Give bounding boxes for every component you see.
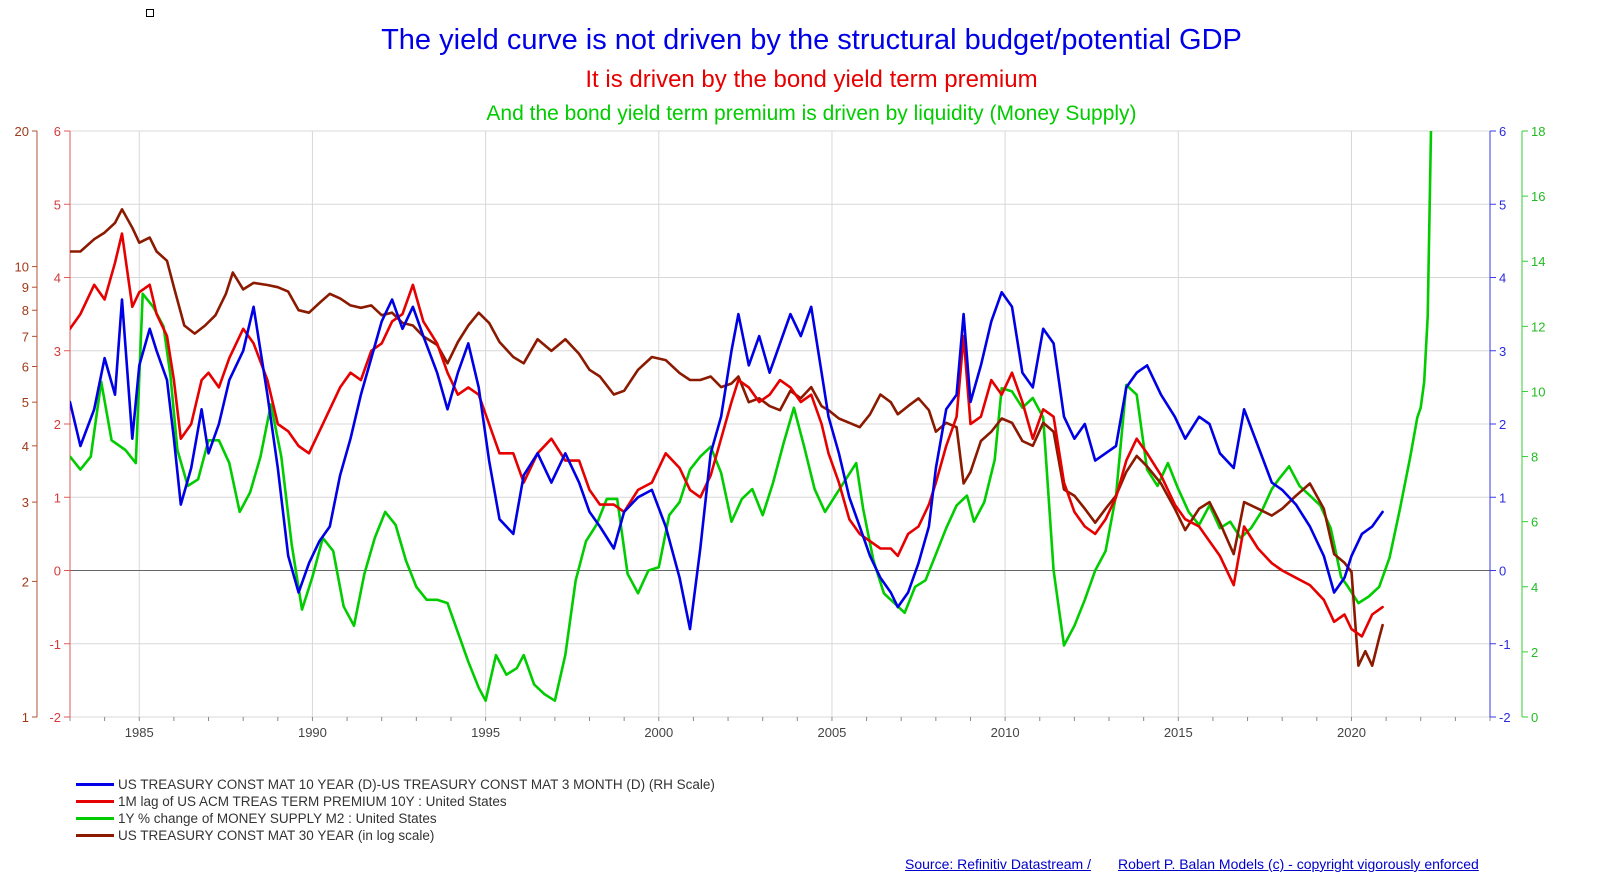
- left-outer-tick-label: 5: [22, 395, 29, 410]
- left-inner-tick-label: 5: [54, 197, 61, 212]
- right-outer-tick-label: 14: [1531, 254, 1545, 269]
- legend-item-term-premium[interactable]: 1M lag of US ACM TREAS TERM PREMIUM 10Y …: [76, 793, 715, 810]
- series-line-30y: [70, 208, 1384, 668]
- right-outer-tick-label: 2: [1531, 645, 1538, 660]
- right-outer-tick-label: 18: [1531, 124, 1545, 139]
- source-link-balan-models[interactable]: Robert P. Balan Models (c) - copyright v…: [1118, 856, 1479, 872]
- legend-item-30y[interactable]: US TREASURY CONST MAT 30 YEAR (in log sc…: [76, 827, 715, 844]
- legend-item-m2[interactable]: 1Y % change of MONEY SUPPLY M2 : United …: [76, 810, 715, 827]
- right-outer-tick-label: 10: [1531, 384, 1545, 399]
- right-inner-tick-label: 3: [1499, 344, 1506, 359]
- left-inner-tick-label: 6: [54, 124, 61, 139]
- right-outer-tick-label: 0: [1531, 710, 1538, 725]
- axes: 1985 1990 1995 2000 2005 2010 2015 2020-2-10123…: [15, 124, 1546, 740]
- x-tick-label: 2005: [817, 725, 846, 740]
- legend-swatch-blue: [76, 783, 114, 786]
- left-inner-tick-label: 4: [54, 271, 61, 286]
- legend: US TREASURY CONST MAT 10 YEAR (D)-US TRE…: [76, 776, 715, 844]
- chart-subtitle-term-premium: It is driven by the bond yield term prem…: [585, 66, 1038, 93]
- right-outer-tick-label: 6: [1531, 515, 1538, 530]
- left-outer-tick-label: 7: [22, 329, 29, 344]
- right-inner-tick-label: -2: [1499, 710, 1511, 725]
- right-outer-tick-label: 8: [1531, 450, 1538, 465]
- x-tick-label: 2010: [991, 725, 1020, 740]
- grid: [69, 130, 1491, 718]
- legend-swatch-green: [76, 817, 114, 820]
- left-inner-tick-label: -2: [49, 710, 61, 725]
- right-inner-tick-label: 6: [1499, 124, 1506, 139]
- left-inner-tick-label: 2: [54, 417, 61, 432]
- left-outer-tick-label: 2: [22, 574, 29, 589]
- left-outer-tick-label: 1: [22, 710, 29, 725]
- right-outer-tick-label: 12: [1531, 319, 1545, 334]
- legend-label-m2: 1Y % change of MONEY SUPPLY M2 : United …: [118, 811, 437, 826]
- x-tick-label: 2020: [1337, 725, 1366, 740]
- x-tick-label: 2015: [1164, 725, 1193, 740]
- x-tick-label: 1990: [298, 725, 327, 740]
- legend-label-30y: US TREASURY CONST MAT 30 YEAR (in log sc…: [118, 828, 435, 843]
- legend-swatch-red: [76, 800, 114, 803]
- series-line-spread: [70, 290, 1384, 631]
- right-inner-tick-label: 5: [1499, 197, 1506, 212]
- corner-square-icon: [146, 9, 154, 17]
- right-inner-tick-label: 1: [1499, 490, 1506, 505]
- right-inner-tick-label: -1: [1499, 637, 1511, 652]
- source-link-refinitiv[interactable]: Source: Refinitiv Datastream /: [905, 856, 1091, 872]
- right-inner-tick-label: 2: [1499, 417, 1506, 432]
- left-inner-tick-label: -1: [49, 637, 61, 652]
- left-outer-tick-label: 9: [22, 280, 29, 295]
- left-inner-tick-label: 1: [54, 490, 61, 505]
- legend-label-spread: US TREASURY CONST MAT 10 YEAR (D)-US TRE…: [118, 777, 715, 792]
- left-inner-tick-label: 0: [54, 564, 61, 579]
- chart-title: The yield curve is not driven by the str…: [381, 24, 1242, 56]
- right-outer-tick-label: 4: [1531, 580, 1538, 595]
- left-outer-tick-label: 4: [22, 439, 29, 454]
- chart-subtitle-liquidity: And the bond yield term premium is drive…: [486, 102, 1137, 125]
- left-outer-tick-label: 20: [15, 124, 29, 139]
- legend-swatch-brown: [76, 834, 114, 837]
- left-outer-tick-label: 10: [15, 260, 29, 275]
- legend-label-term-premium: 1M lag of US ACM TREAS TERM PREMIUM 10Y …: [118, 794, 507, 809]
- legend-item-spread[interactable]: US TREASURY CONST MAT 10 YEAR (D)-US TRE…: [76, 776, 715, 793]
- series-line-term-premium: [70, 232, 1384, 638]
- x-tick-label: 1995: [471, 725, 500, 740]
- right-inner-tick-label: 4: [1499, 271, 1506, 286]
- series-line-m2: [70, 131, 1433, 703]
- series-lines: [70, 131, 1433, 703]
- left-outer-tick-label: 6: [22, 360, 29, 375]
- right-outer-tick-label: 16: [1531, 189, 1545, 204]
- left-outer-tick-label: 3: [22, 495, 29, 510]
- x-tick-label: 1985: [125, 725, 154, 740]
- x-tick-label: 2000: [644, 725, 673, 740]
- left-inner-tick-label: 3: [54, 344, 61, 359]
- right-inner-tick-label: 0: [1499, 564, 1506, 579]
- left-outer-tick-label: 8: [22, 303, 29, 318]
